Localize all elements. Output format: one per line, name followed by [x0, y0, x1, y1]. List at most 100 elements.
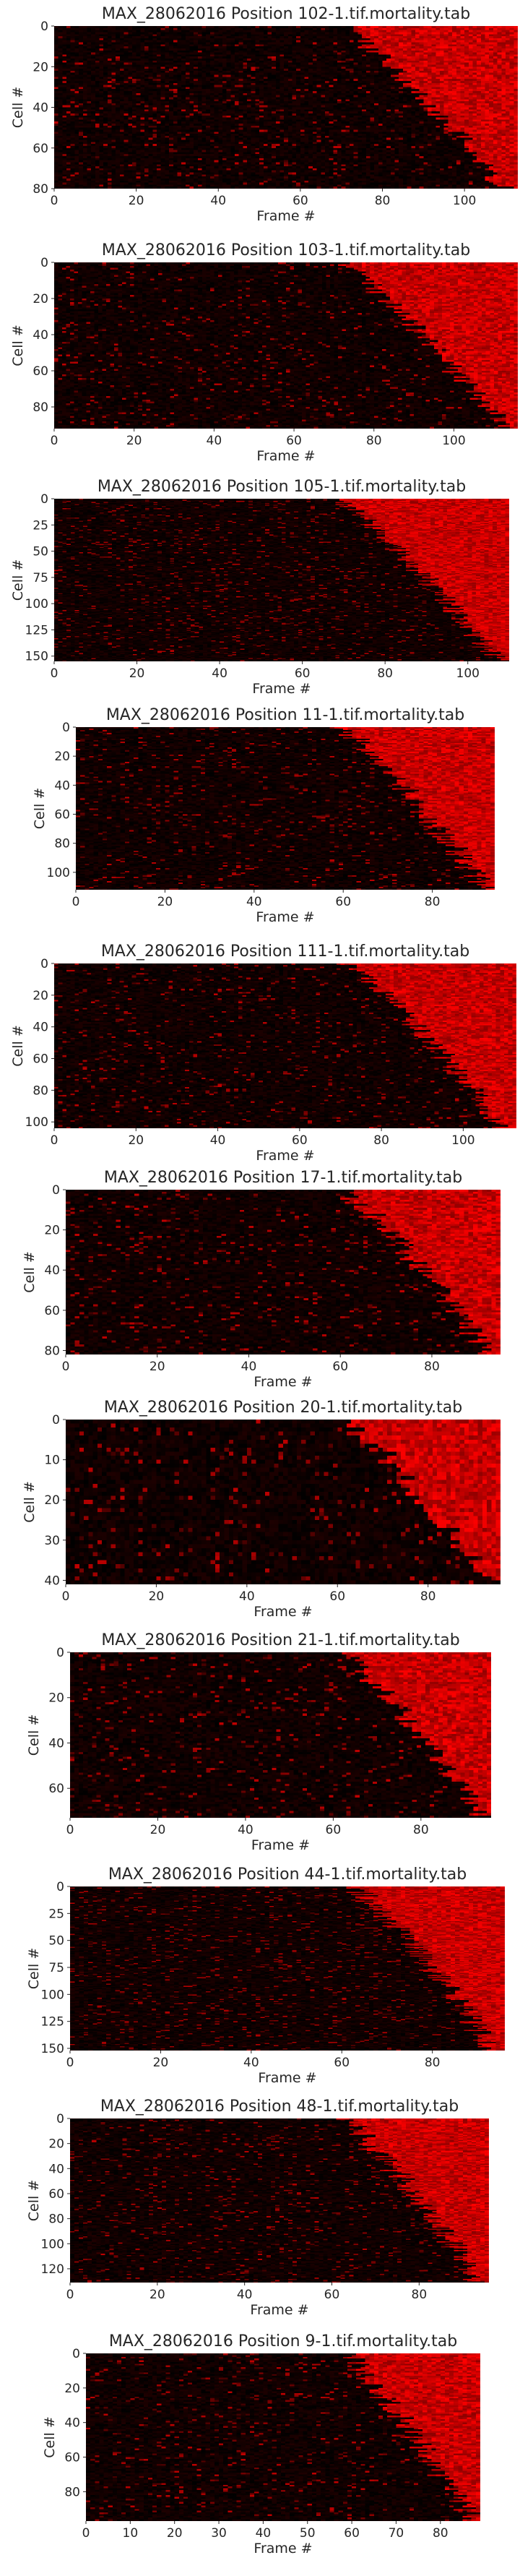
heatmap-image	[54, 262, 518, 429]
x-tick-label: 20	[150, 2288, 165, 2302]
y-tick-label: 20	[44, 1493, 60, 1508]
y-tick-label: 0	[72, 2347, 80, 2361]
x-tick-label: 20	[128, 1133, 144, 1148]
x-tick-label: 20	[153, 2056, 169, 2070]
heatmap-subplot-6: MAX_28062016 Position 17-1.tif.mortality…	[22, 1169, 500, 1390]
y-tick-label: 40	[32, 1021, 48, 1035]
y-tick-label: 20	[48, 2137, 64, 2152]
heatmap-subplot-11: MAX_28062016 Position 9-1.tif.mortality.…	[42, 2332, 480, 2556]
x-axis-label: Frame #	[256, 208, 315, 224]
y-tick-label: 60	[48, 2187, 64, 2202]
y-axis-label: Cell #	[26, 2180, 42, 2221]
heatmap-subplot-3: MAX_28062016 Position 105-1.tif.mortalit…	[10, 478, 509, 697]
y-tick-label: 20	[64, 2382, 80, 2396]
heatmap-image	[70, 2118, 489, 2283]
y-tick-label: 80	[64, 2485, 80, 2499]
y-tick-label: 40	[54, 778, 70, 793]
heatmap-subplot-8: MAX_28062016 Position 21-1.tif.mortality…	[26, 1631, 491, 1853]
heatmap-subplot-2: MAX_28062016 Position 103-1.tif.mortalit…	[10, 241, 518, 464]
x-tick-label: 80	[420, 1589, 436, 1604]
x-tick-label: 40	[210, 1133, 226, 1148]
y-axis-label: Cell #	[10, 325, 26, 366]
x-tick-label: 100	[456, 666, 480, 681]
heatmap-subplot-4: MAX_28062016 Position 11-1.tif.mortality…	[32, 706, 495, 925]
y-tick-label: 30	[44, 1534, 60, 1548]
heatmap-subplot-1: MAX_28062016 Position 102-1.tif.mortalit…	[10, 5, 518, 224]
y-tick-label: 25	[32, 518, 48, 533]
chart-title: MAX_28062016 Position 105-1.tif.mortalit…	[98, 478, 466, 496]
y-tick-label: 0	[52, 1183, 60, 1198]
y-tick-label: 50	[48, 1934, 64, 1949]
heatmap-image	[54, 963, 516, 1128]
x-tick-label: 40	[256, 2526, 272, 2541]
x-tick-label: 60	[332, 1360, 348, 1374]
x-tick-label: 100	[442, 434, 465, 448]
y-tick-label: 100	[41, 2237, 64, 2251]
x-tick-label: 0	[66, 1823, 74, 1837]
heatmap-image	[66, 1190, 500, 1354]
y-tick-label: 60	[64, 2451, 80, 2465]
y-tick-label: 80	[48, 2212, 64, 2227]
x-tick-label: 80	[377, 666, 393, 681]
x-tick-label: 40	[212, 666, 228, 681]
x-tick-label: 60	[329, 1589, 345, 1604]
x-tick-label: 60	[286, 434, 302, 448]
x-tick-label: 40	[243, 2056, 259, 2070]
y-tick-label: 0	[40, 957, 48, 971]
y-tick-label: 80	[32, 1083, 48, 1098]
x-tick-label: 70	[389, 2526, 404, 2541]
x-tick-label: 80	[366, 434, 382, 448]
x-tick-label: 60	[334, 2056, 350, 2070]
heatmap-image	[76, 727, 495, 890]
y-tick-label: 0	[56, 2112, 64, 2126]
y-axis-label: Cell #	[26, 1714, 42, 1756]
heatmap-image	[70, 1652, 491, 1818]
x-tick-label: 20	[149, 1589, 165, 1604]
x-tick-label: 100	[453, 194, 476, 208]
chart-title: MAX_28062016 Position 9-1.tif.mortality.…	[109, 2332, 457, 2350]
x-axis-label: Frame #	[256, 909, 314, 925]
x-tick-label: 0	[82, 2526, 90, 2541]
x-tick-label: 80	[425, 895, 441, 909]
y-axis-label: Cell #	[26, 1948, 42, 1989]
y-tick-label: 100	[25, 597, 48, 611]
y-tick-label: 40	[32, 328, 48, 343]
y-tick-label: 40	[48, 1736, 64, 1751]
y-tick-label: 100	[41, 1988, 64, 2002]
chart-title: MAX_28062016 Position 103-1.tif.mortalit…	[102, 241, 470, 259]
y-tick-label: 60	[54, 808, 70, 823]
y-tick-label: 80	[44, 1344, 60, 1358]
x-tick-label: 20	[150, 1823, 166, 1837]
y-tick-label: 80	[54, 837, 70, 851]
x-tick-label: 20	[157, 895, 173, 909]
y-tick-label: 80	[32, 182, 48, 197]
x-tick-label: 20	[129, 194, 144, 208]
chart-title: MAX_28062016 Position 48-1.tif.mortality…	[100, 2098, 459, 2116]
y-tick-label: 150	[41, 2042, 64, 2056]
y-tick-label: 100	[47, 866, 70, 880]
y-tick-label: 40	[48, 2162, 64, 2176]
y-tick-label: 60	[32, 142, 48, 156]
y-tick-label: 20	[54, 750, 70, 764]
chart-title: MAX_28062016 Position 11-1.tif.mortality…	[106, 706, 464, 724]
x-tick-label: 80	[375, 194, 391, 208]
heatmap-image	[70, 1886, 505, 2051]
x-tick-label: 80	[425, 2056, 441, 2070]
y-tick-label: 0	[56, 1880, 64, 1894]
x-tick-label: 20	[129, 666, 145, 681]
heatmap-subplot-7: MAX_28062016 Position 20-1.tif.mortality…	[22, 1399, 500, 1620]
chart-title: MAX_28062016 Position 17-1.tif.mortality…	[104, 1169, 462, 1187]
x-tick-label: 0	[62, 1589, 70, 1604]
x-tick-label: 40	[210, 194, 226, 208]
x-tick-label: 30	[211, 2526, 227, 2541]
x-tick-label: 80	[413, 1823, 429, 1837]
x-tick-label: 40	[239, 1589, 255, 1604]
y-tick-label: 0	[40, 492, 48, 507]
x-tick-label: 100	[451, 1133, 474, 1148]
chart-title: MAX_28062016 Position 21-1.tif.mortality…	[101, 1631, 459, 1649]
x-tick-label: 0	[72, 895, 80, 909]
y-tick-label: 40	[44, 1263, 60, 1278]
y-tick-label: 20	[32, 292, 48, 306]
x-axis-label: Frame #	[256, 1148, 314, 1164]
